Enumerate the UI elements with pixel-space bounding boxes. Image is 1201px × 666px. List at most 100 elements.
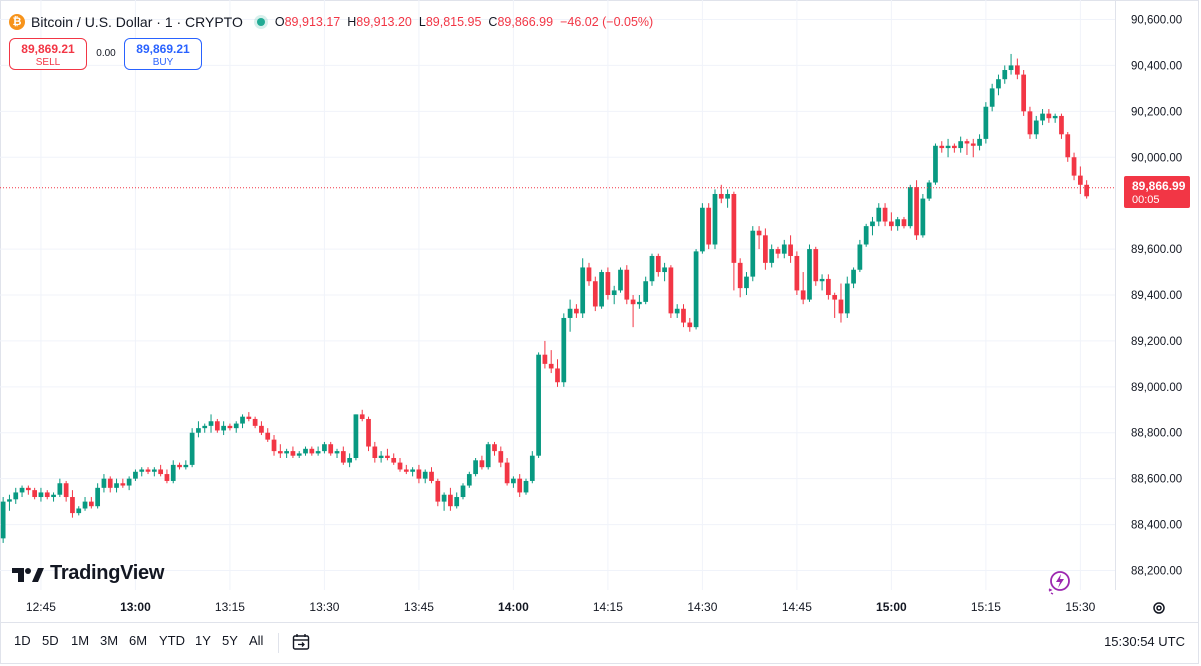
candle-body (410, 469, 415, 472)
candle-body (895, 219, 901, 227)
candle-body (1065, 134, 1071, 158)
candle-body (397, 462, 403, 470)
candle-body (630, 299, 636, 305)
candle-body (536, 354, 541, 456)
candle-body (366, 418, 371, 447)
y-tick-label: 88,600.00 (1131, 474, 1182, 486)
candle-body (611, 290, 617, 295)
candle-body (25, 487, 31, 491)
candle-body (259, 425, 264, 433)
range-1d[interactable]: 1D (14, 633, 31, 648)
candle-body (51, 494, 56, 498)
x-tick-label: 15:30 (1065, 600, 1095, 614)
candle-body (1027, 111, 1033, 135)
candle-body (353, 414, 359, 458)
ohlc-close: C89,866.99 (488, 15, 553, 29)
last-price-tag: 89,866.99 00:05 (1124, 175, 1190, 208)
candle-body (914, 187, 919, 236)
candle-body (32, 490, 38, 498)
candle-body (800, 290, 806, 300)
candle-body (750, 230, 756, 277)
candle-body (1040, 113, 1045, 121)
range-1m[interactable]: 1M (71, 633, 90, 648)
candle-body (359, 414, 365, 419)
symbol-title[interactable]: Bitcoin / U.S. Dollar · 1 · CRYPTO (31, 14, 243, 30)
range-1y[interactable]: 1Y (195, 633, 211, 648)
candle-body (586, 267, 592, 282)
y-tick-label: 88,400.00 (1131, 520, 1182, 532)
range-5d[interactable]: 5D (42, 633, 59, 648)
sell-button[interactable]: 89,869.21 SELL (9, 38, 87, 70)
candle-body (44, 492, 50, 498)
candle-body (826, 278, 831, 295)
candle-body (662, 267, 667, 273)
candle-body (567, 308, 573, 318)
close-value: 89,866.99 (497, 15, 554, 29)
candle-body (322, 444, 327, 452)
chart-settings-icon[interactable] (1151, 600, 1167, 621)
x-tick-label: 15:00 (876, 600, 907, 614)
candle-body (844, 283, 850, 314)
candle-body (284, 451, 289, 454)
candle-body (851, 269, 856, 284)
range-5y[interactable]: 5Y (222, 633, 238, 648)
range-3m[interactable]: 3M (100, 633, 119, 648)
go-to-date-icon[interactable] (291, 632, 311, 657)
candle-body (340, 451, 346, 463)
candle-body (643, 281, 649, 302)
y-tick-label: 90,000.00 (1131, 152, 1182, 164)
range-6m[interactable]: 6M (129, 633, 148, 648)
candle-body (126, 478, 132, 486)
candle-body (391, 457, 397, 463)
candle-body (1021, 74, 1027, 112)
tradingview-logo[interactable]: TradingView (12, 562, 164, 585)
x-tick-label: 13:45 (404, 600, 434, 614)
candle-body (857, 244, 863, 270)
bitcoin-icon[interactable]: ₿ (9, 14, 25, 30)
high-value: 89,913.20 (356, 15, 412, 29)
candle-body (1084, 184, 1090, 197)
lightning-icon[interactable] (1046, 570, 1072, 601)
candle-body (920, 198, 926, 236)
range-all[interactable]: All (249, 633, 264, 648)
tradingview-logo-text: TradingView (50, 562, 165, 584)
candle-body (189, 432, 195, 465)
candle-body (460, 485, 466, 498)
candle-body (0, 501, 6, 539)
candle-body (139, 469, 145, 472)
utc-clock[interactable]: 15:30:54 UTC (1104, 634, 1185, 649)
candle-body (725, 193, 730, 199)
y-tick-label: 90,200.00 (1131, 106, 1182, 118)
candle-body (183, 464, 189, 468)
buy-button[interactable]: 89,869.21 BUY (124, 38, 202, 70)
candle-body (101, 478, 107, 488)
candle-body (334, 451, 340, 454)
candle-body (756, 230, 762, 236)
candle-body (1033, 120, 1039, 135)
candle-body (372, 446, 378, 458)
candle-body (63, 483, 69, 498)
candle-body (731, 193, 737, 263)
high-label: H (347, 15, 357, 29)
candle-body (637, 301, 642, 305)
candle-body (290, 451, 296, 456)
candle-body (246, 416, 252, 419)
bar-countdown: 00:05 (1132, 193, 1160, 206)
range-ytd[interactable]: YTD (159, 633, 185, 648)
candle-body (561, 317, 567, 383)
candle-body (592, 281, 598, 307)
candle-body (252, 418, 258, 426)
candle-body (347, 457, 352, 463)
candle-body (76, 508, 82, 514)
candle-body (38, 492, 44, 498)
candle-body (303, 448, 308, 454)
bottom-toolbar: 1D 5D 1M 3M 6M YTD 1Y 5Y All 15:30:54 UT… (0, 622, 1199, 663)
candle-body (208, 421, 214, 426)
low-label: L (418, 15, 426, 29)
candle-body (1002, 70, 1008, 80)
candle-body (151, 469, 157, 472)
candle-body (88, 501, 94, 507)
candle-body (781, 244, 787, 254)
candle-body (95, 487, 101, 507)
